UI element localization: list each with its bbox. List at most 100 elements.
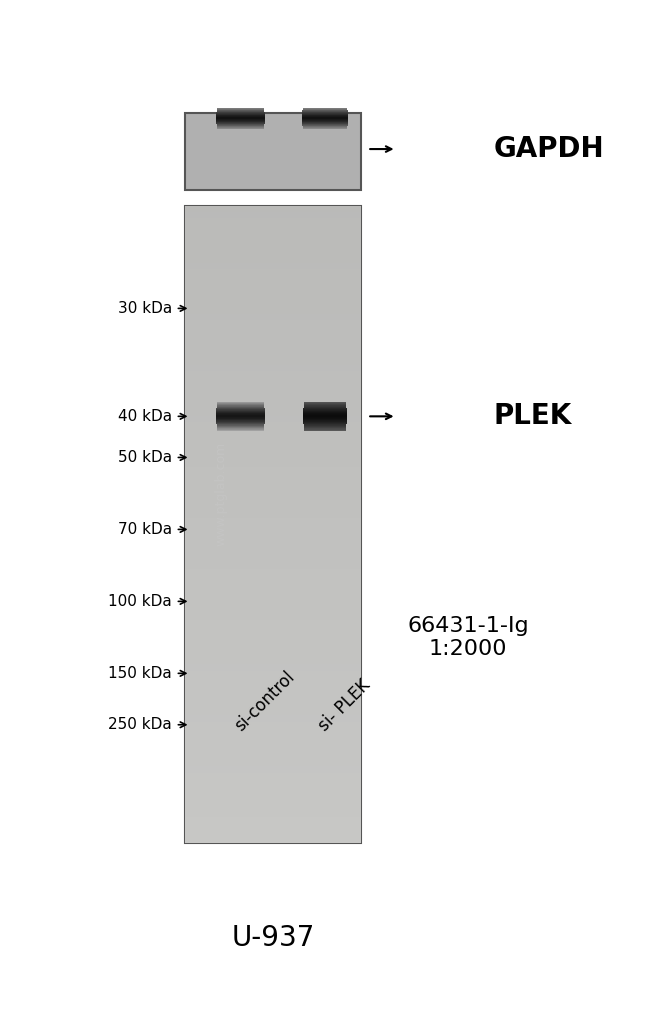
Text: 40 kDa: 40 kDa [118,409,172,424]
Bar [185,231,361,237]
Bar [185,741,361,747]
Bar [185,480,361,486]
Bar [185,454,361,461]
Bar [185,409,361,416]
Bar [185,276,361,282]
Bar [185,722,361,728]
Bar [185,600,361,608]
Bar [185,568,361,576]
Bar [185,811,361,817]
Bar [185,423,361,429]
Bar [185,728,361,735]
Bar [185,823,361,831]
Bar [185,461,361,467]
Bar [185,709,361,715]
Bar [185,269,361,276]
Bar [185,359,361,365]
Bar [185,301,361,307]
Bar [185,639,361,646]
Bar [185,747,361,754]
Text: 70 kDa: 70 kDa [118,522,172,537]
Bar [185,608,361,614]
Bar [185,652,361,658]
Bar [185,715,361,722]
Bar [185,250,361,257]
Bar [185,263,361,269]
Text: 50 kDa: 50 kDa [118,450,172,465]
Bar [185,237,361,244]
Bar [185,690,361,696]
Bar [185,314,361,321]
Bar [185,658,361,664]
Bar [185,295,361,301]
Bar [185,206,361,212]
Bar [185,696,361,703]
Bar [185,282,361,289]
Bar [185,754,361,760]
Bar [185,779,361,785]
Bar [185,403,361,409]
Bar [185,377,361,384]
Bar [185,767,361,773]
Bar [185,735,361,741]
Bar [185,435,361,441]
Bar [185,831,361,837]
Bar [185,492,361,499]
Bar [185,244,361,250]
Bar [185,530,361,537]
Text: 30 kDa: 30 kDa [118,301,172,316]
Text: 250 kDa: 250 kDa [109,718,172,732]
Bar [185,684,361,690]
Bar [185,505,361,512]
Bar [185,225,361,231]
Bar [185,550,361,556]
Text: www.ptglab.com: www.ptglab.com [214,441,227,546]
Text: U-937: U-937 [231,923,315,952]
Bar [185,677,361,684]
Bar [185,206,361,843]
Bar [185,473,361,480]
Bar [185,594,361,600]
Bar [185,486,361,492]
Text: si-control: si-control [231,668,298,735]
Bar [185,289,361,295]
Bar [185,384,361,391]
Bar [185,113,361,190]
Bar [185,562,361,568]
Bar [185,556,361,562]
Bar [185,416,361,423]
Bar [185,544,361,550]
Bar [185,371,361,377]
Bar [185,646,361,652]
Bar [185,576,361,582]
Bar [185,537,361,544]
Bar [185,365,361,371]
Bar [185,448,361,454]
Bar [185,785,361,792]
Bar [185,582,361,588]
Bar [185,353,361,359]
Bar [185,499,361,505]
Text: 100 kDa: 100 kDa [109,594,172,609]
Bar [185,212,361,218]
Bar [185,345,361,353]
Bar [185,703,361,709]
Bar [185,429,361,435]
Bar [185,339,361,345]
Bar [185,671,361,677]
Bar [185,321,361,327]
Bar [185,467,361,473]
Bar [185,588,361,594]
Bar [185,817,361,823]
Text: GAPDH: GAPDH [494,135,604,163]
Bar [185,327,361,333]
Bar [185,333,361,339]
Bar [185,760,361,767]
Bar [185,632,361,639]
Bar [185,626,361,632]
Bar [185,218,361,225]
Text: si- PLEK: si- PLEK [315,676,374,735]
Bar [185,518,361,524]
Bar [185,307,361,314]
Text: PLEK: PLEK [494,402,572,431]
